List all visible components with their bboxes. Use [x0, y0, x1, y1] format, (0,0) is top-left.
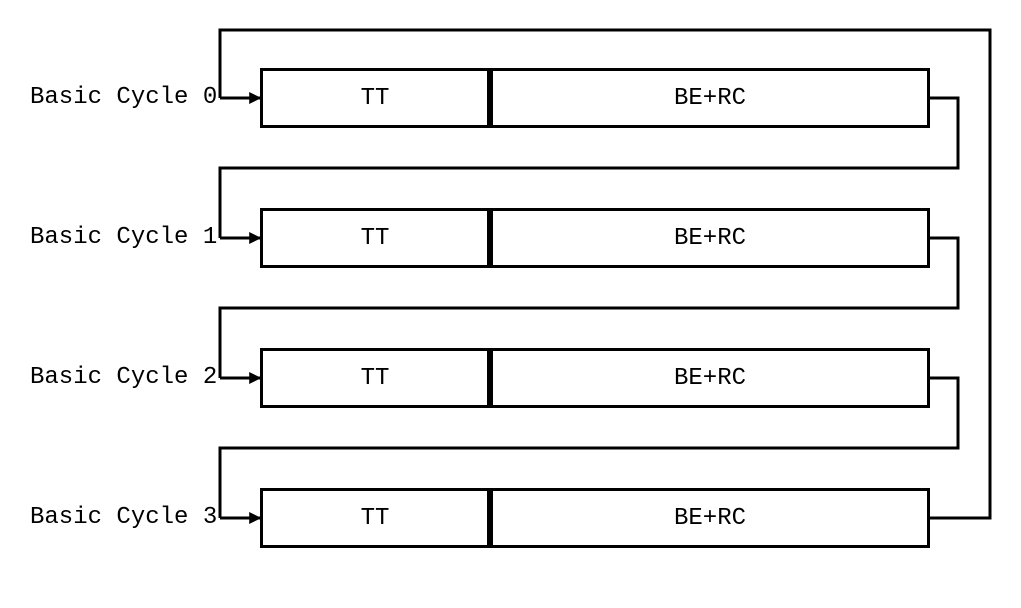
tt-box-text: TT	[361, 225, 390, 252]
row-label: Basic Cycle 1	[30, 224, 217, 251]
berc-box: BE+RC	[490, 348, 930, 408]
row-label: Basic Cycle 0	[30, 84, 217, 111]
berc-box-text: BE+RC	[674, 225, 746, 252]
tt-box-text: TT	[361, 365, 390, 392]
tt-box: TT	[260, 68, 490, 128]
tt-box: TT	[260, 488, 490, 548]
berc-box-text: BE+RC	[674, 505, 746, 532]
diagram-canvas: Basic Cycle 0 Basic Cycle 1 Basic Cycle 2 B…	[0, 0, 1021, 608]
berc-box: BE+RC	[490, 488, 930, 548]
tt-box-text: TT	[361, 505, 390, 532]
tt-box-text: TT	[361, 85, 390, 112]
tt-box: TT	[260, 348, 490, 408]
berc-box-text: BE+RC	[674, 365, 746, 392]
berc-box: BE+RC	[490, 68, 930, 128]
berc-box-text: BE+RC	[674, 85, 746, 112]
berc-box: BE+RC	[490, 208, 930, 268]
row-label: Basic Cycle 2	[30, 364, 217, 391]
tt-box: TT	[260, 208, 490, 268]
row-label: Basic Cycle 3	[30, 504, 217, 531]
